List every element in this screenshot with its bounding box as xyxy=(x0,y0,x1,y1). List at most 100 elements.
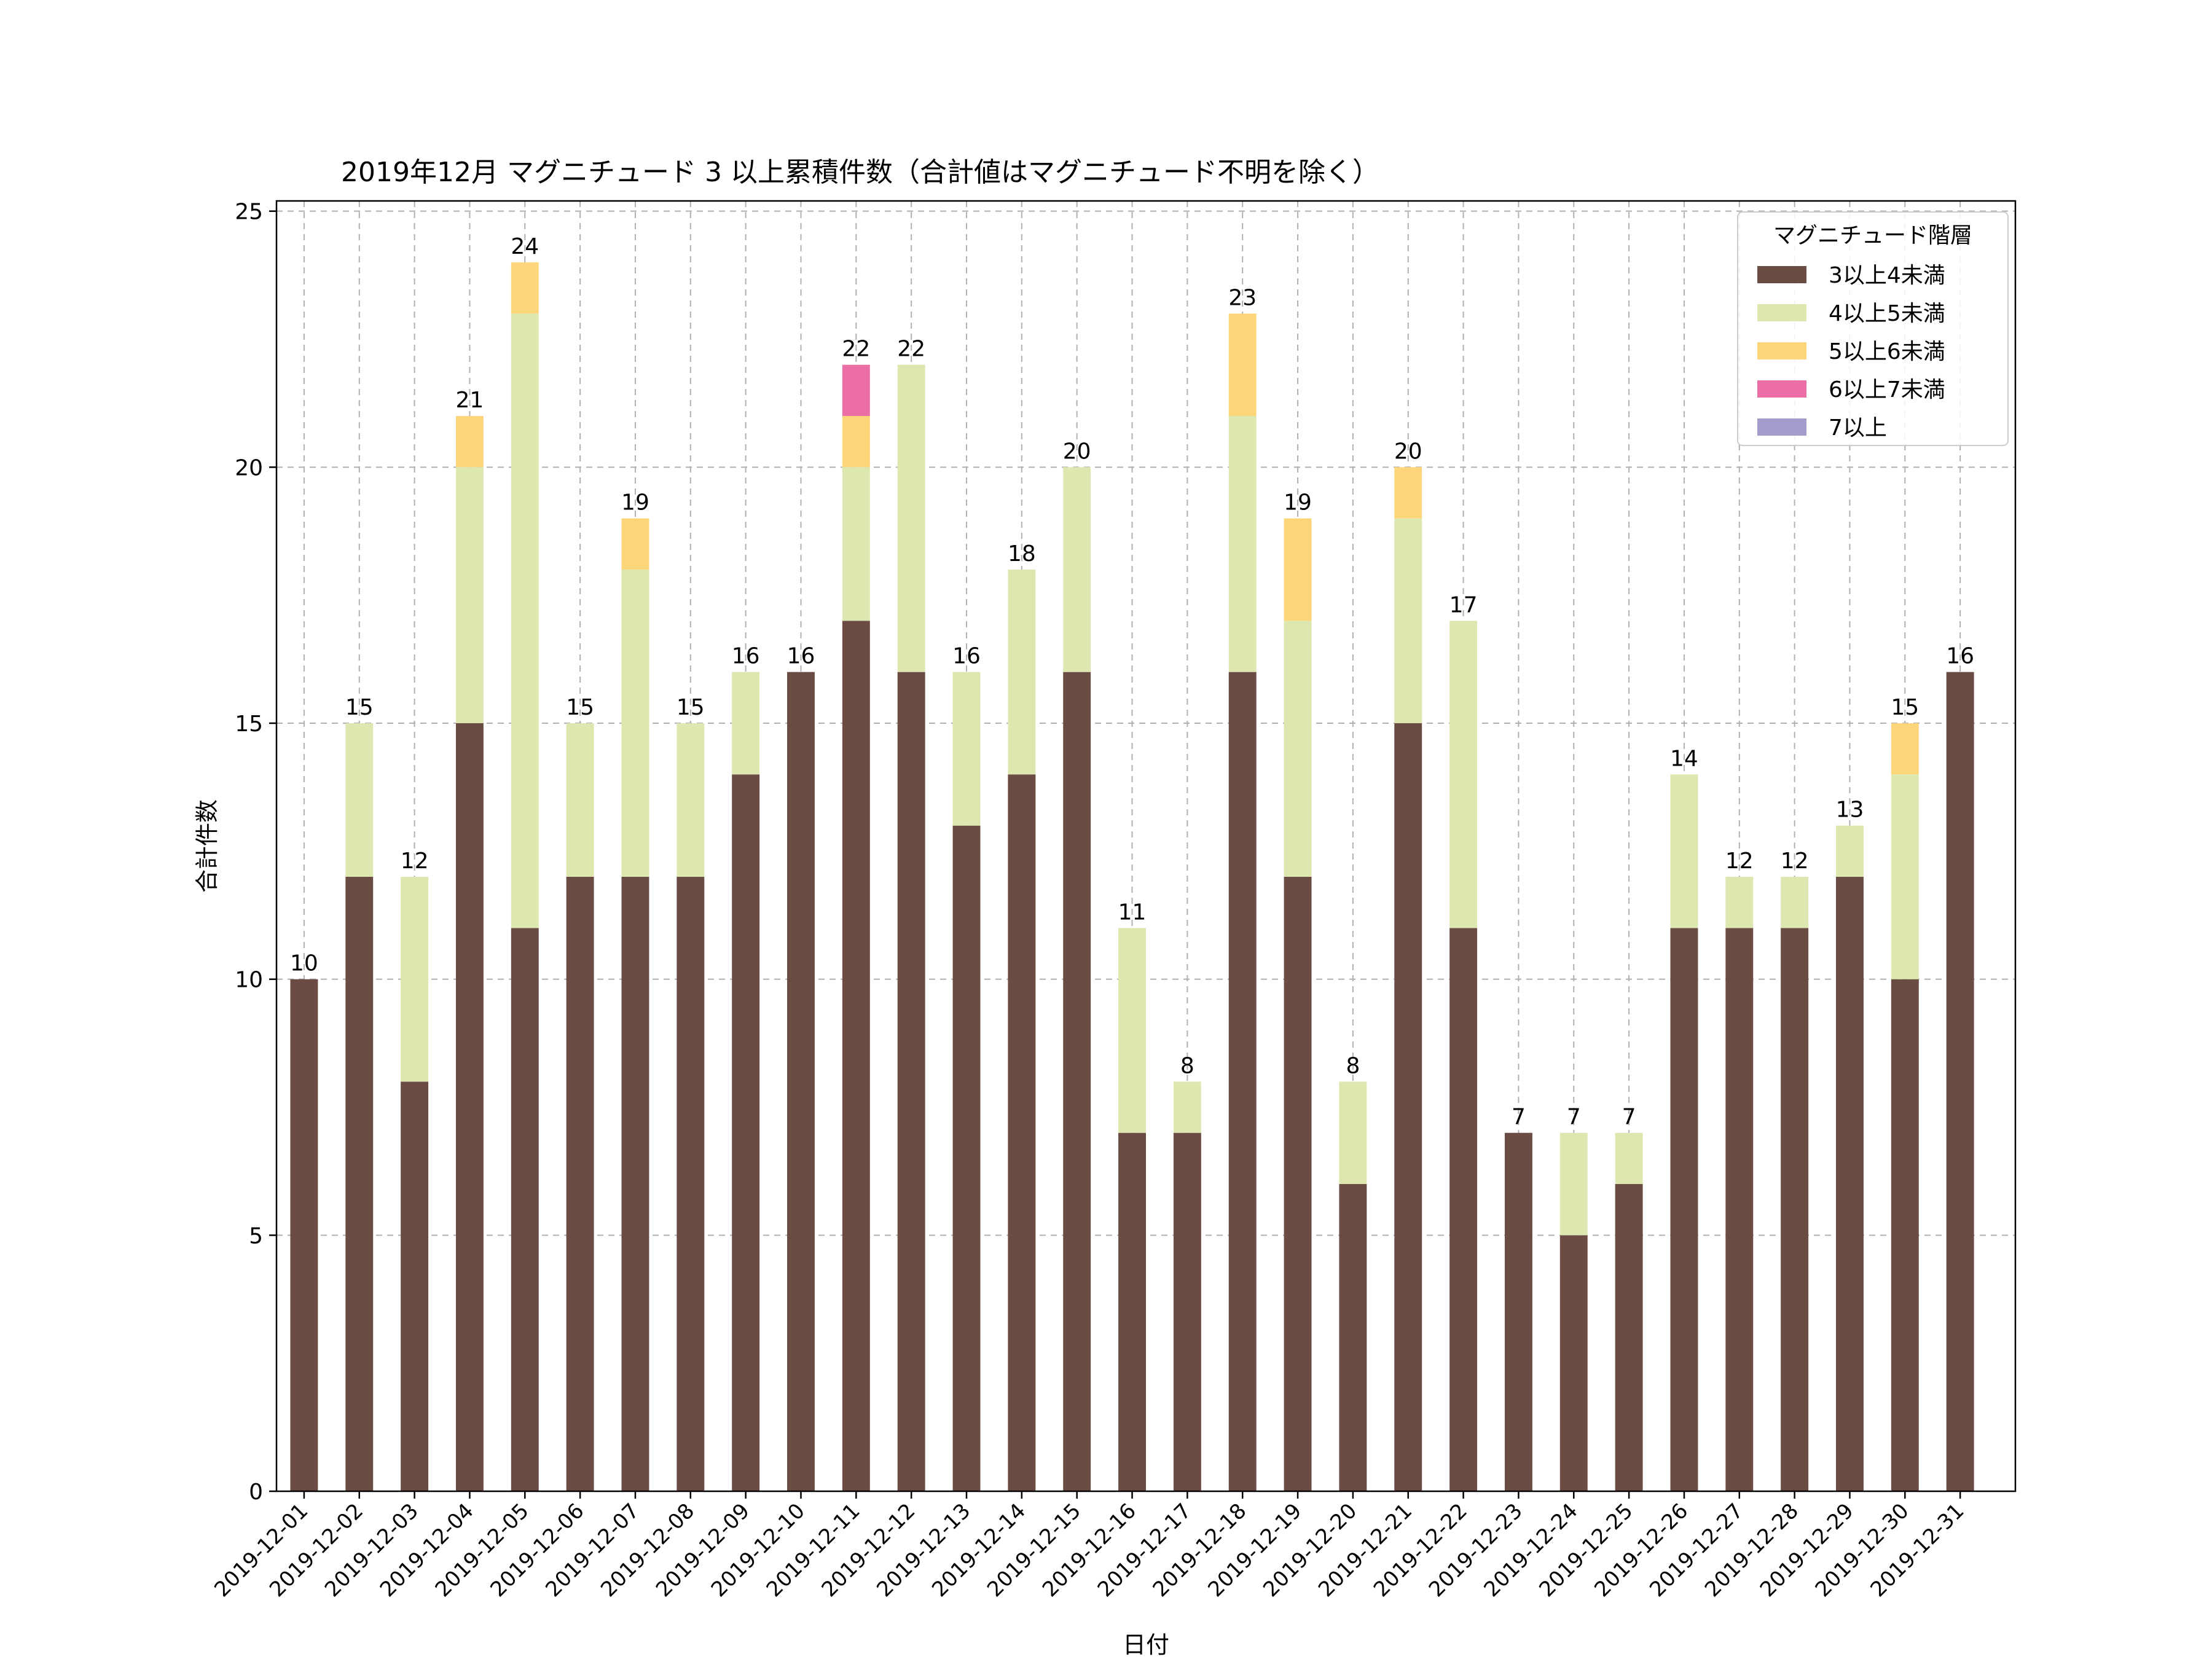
bar-segment xyxy=(1891,723,1919,775)
bar-total-label: 12 xyxy=(1781,849,1809,874)
bar-segment xyxy=(345,877,374,1491)
bar-segment xyxy=(566,877,594,1491)
bar-segment xyxy=(732,672,760,775)
legend-entry: 4以上5未満 xyxy=(1829,301,1945,326)
bar-total-label: 19 xyxy=(1284,490,1312,516)
bar-total-label: 16 xyxy=(952,644,981,669)
bar-segment xyxy=(952,825,981,1491)
bar-segment xyxy=(1339,1081,1367,1184)
bar-segment xyxy=(1891,774,1919,979)
bar-segment xyxy=(455,416,484,468)
bar-segment xyxy=(1063,467,1091,672)
y-tick-label: 5 xyxy=(249,1223,263,1249)
bar-total-label: 14 xyxy=(1670,746,1698,771)
legend-entry: 6以上7未満 xyxy=(1829,377,1945,402)
bar-segment xyxy=(842,416,870,468)
bar-segment xyxy=(1173,1132,1201,1491)
legend-swatch xyxy=(1757,304,1806,321)
legend-swatch xyxy=(1757,380,1806,398)
bar-segment xyxy=(1670,774,1698,928)
bar-segment xyxy=(455,723,484,1491)
bar-segment xyxy=(952,672,981,826)
bar-total-label: 24 xyxy=(511,234,539,259)
bar-total-label: 13 xyxy=(1836,798,1864,823)
bar-total-label: 7 xyxy=(1567,1105,1581,1130)
bar-segment xyxy=(1118,928,1146,1133)
bar-segment xyxy=(1504,1132,1532,1491)
bar-total-label: 15 xyxy=(345,695,374,720)
bar-segment xyxy=(842,364,870,416)
bar-segment xyxy=(1449,621,1478,928)
y-tick-label: 10 xyxy=(235,968,263,993)
bar-segment xyxy=(1725,877,1754,928)
bar-segment xyxy=(455,467,484,723)
legend-swatch xyxy=(1757,266,1806,283)
y-axis-label: 合計件数 xyxy=(194,799,221,893)
bar-segment xyxy=(1008,774,1036,1491)
bar-total-label: 8 xyxy=(1180,1053,1194,1078)
bar-segment xyxy=(897,672,925,1491)
chart-title: 2019年12月 マグニチュード 3 以上累積件数（合計値はマグニチュード不明を… xyxy=(341,157,1379,188)
bar-total-label: 11 xyxy=(1118,900,1147,925)
bar-total-label: 21 xyxy=(456,388,484,413)
bar-total-label: 22 xyxy=(842,337,870,362)
bar-total-label: 23 xyxy=(1228,285,1257,310)
bar-segment xyxy=(1394,723,1422,1491)
bar-total-label: 15 xyxy=(1891,695,1919,720)
y-tick-label: 15 xyxy=(235,712,263,737)
bar-total-label: 10 xyxy=(290,951,318,976)
bar-segment xyxy=(566,723,594,877)
bar-segment xyxy=(621,877,649,1491)
bar-segment xyxy=(345,723,374,877)
bar-total-label: 20 xyxy=(1394,439,1422,464)
legend-entry: 5以上6未満 xyxy=(1829,339,1945,364)
bar-total-label: 17 xyxy=(1449,592,1478,618)
legend-entry: 7以上 xyxy=(1829,415,1887,441)
bar-segment xyxy=(1063,672,1091,1491)
bar-total-label: 8 xyxy=(1346,1053,1360,1078)
bar-segment xyxy=(677,723,705,877)
y-tick-label: 25 xyxy=(235,200,263,225)
bar-segment xyxy=(1615,1132,1643,1184)
y-tick-label: 20 xyxy=(235,455,263,480)
bar-total-label: 20 xyxy=(1063,439,1091,464)
bar-segment xyxy=(787,672,815,1491)
x-axis-label: 日付 xyxy=(1123,1631,1169,1658)
bar-total-label: 15 xyxy=(566,695,594,720)
bar-segment xyxy=(1284,518,1312,621)
bar-total-label: 16 xyxy=(732,644,760,669)
bar-segment xyxy=(1228,672,1257,1491)
bar-segment xyxy=(621,570,649,877)
bar-segment xyxy=(401,877,429,1082)
legend-entry: 3以上4未満 xyxy=(1829,263,1945,288)
bar-segment xyxy=(1173,1081,1201,1133)
bar-segment xyxy=(511,262,539,314)
bar-segment xyxy=(401,1081,429,1491)
bar-segment xyxy=(1836,825,1864,877)
bar-total-label: 7 xyxy=(1512,1105,1526,1130)
bar-segment xyxy=(1615,1184,1643,1491)
bar-total-label: 16 xyxy=(1946,644,1974,669)
bar-segment xyxy=(1725,928,1754,1491)
plot-frame xyxy=(275,200,2017,1492)
legend-title: マグニチュード階層 xyxy=(1773,223,1972,248)
bar-segment xyxy=(1781,877,1809,928)
bar-segment xyxy=(1781,928,1809,1491)
bar-segment xyxy=(1559,1132,1588,1236)
data-labels: 10 15 12 21 24 15 19 15 16 16 22 22 16 18 20 11 8 23 19 8 20… xyxy=(290,234,1974,1130)
bar-segment xyxy=(1836,877,1864,1491)
bars xyxy=(290,262,1974,1492)
bar-segment xyxy=(1284,621,1312,877)
bar-segment xyxy=(1228,416,1257,672)
bar-total-label: 22 xyxy=(897,337,925,362)
bar-total-label: 15 xyxy=(677,695,705,720)
bar-segment xyxy=(1394,467,1422,519)
bar-segment xyxy=(1228,313,1257,416)
y-tick-label: 0 xyxy=(249,1480,263,1505)
bar-segment xyxy=(621,518,649,570)
bar-segment xyxy=(1118,1132,1146,1491)
bar-segment xyxy=(511,313,539,928)
bar-segment xyxy=(1559,1235,1588,1491)
bar-segment xyxy=(897,364,925,672)
